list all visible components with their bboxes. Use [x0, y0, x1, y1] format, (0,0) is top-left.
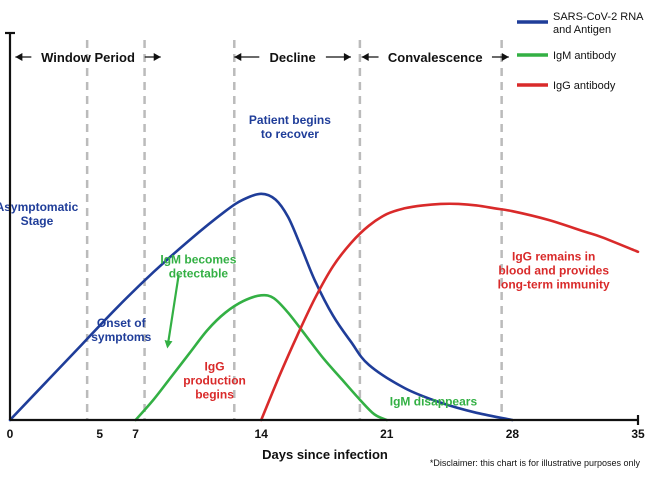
legend-item-igm: IgM antibody: [517, 50, 616, 62]
phase-arrowhead-left: [361, 53, 369, 61]
phase-arrows: Window Period Decline Convalescence: [15, 50, 509, 65]
phase-decline: Decline: [234, 50, 351, 65]
phase-label: Decline: [269, 50, 315, 65]
annotations: Asymptomatic Stage Onset of symptoms Patient…: [0, 113, 610, 408]
series-lines: [8, 192, 640, 422]
legend-item-igg: IgG antibody: [517, 80, 616, 92]
phase-convalescence: Convalescence: [361, 50, 509, 65]
igm-detectable-arrow: [164, 274, 180, 349]
x-tick-label: 14: [255, 427, 269, 441]
legend-label: IgG antibody: [553, 80, 616, 92]
x-tick-label: 7: [132, 427, 139, 441]
axes: 0 5 7 14 21 28 35: [5, 31, 645, 441]
series-line-igm: [134, 293, 389, 422]
phase-arrowhead-right: [501, 53, 509, 61]
legend-label: IgM antibody: [553, 50, 616, 62]
dashed-lines: [85, 40, 503, 420]
phase-arrowhead-left: [234, 53, 242, 61]
legend: SARS-CoV-2 RNA and Antigen IgM antibody IgG…: [517, 11, 644, 92]
annotation-onset: Onset of symptoms: [91, 316, 151, 344]
phase-arrowhead-left: [15, 53, 23, 61]
annotation-igg-remains: IgG remains in blood and provides long-ter…: [498, 250, 610, 292]
phase-window-period: Window Period: [15, 50, 161, 65]
annotation-igg-production: IgG production begins: [183, 360, 246, 402]
series-line-sars: [8, 192, 514, 422]
disclaimer: *Disclaimer: this chart is for illustrat…: [430, 458, 641, 468]
annotation-asymptomatic: Asymptomatic Stage: [0, 200, 79, 228]
annotation-patient-recover: Patient begins to recover: [249, 113, 331, 141]
x-tick-label: 0: [7, 427, 14, 441]
x-tick-label: 21: [380, 427, 394, 441]
phase-arrowhead-right: [153, 53, 161, 61]
series-line-igg: [259, 202, 640, 422]
phase-arrowhead-right: [343, 53, 351, 61]
phase-label: Window Period: [41, 50, 135, 65]
x-axis-label: Days since infection: [262, 447, 388, 462]
phase-label: Convalescence: [388, 50, 483, 65]
x-tick-label: 28: [506, 427, 520, 441]
legend-label: SARS-CoV-2 RNA and Antigen: [553, 11, 644, 36]
annotation-igm-disappears: IgM disappears: [390, 395, 478, 409]
x-tick-label: 35: [631, 427, 645, 441]
annotation-igm-detectable: IgM becomes detectable: [160, 252, 236, 280]
x-tick-label: 5: [96, 427, 103, 441]
legend-item-sars: SARS-CoV-2 RNA and Antigen: [517, 11, 644, 36]
